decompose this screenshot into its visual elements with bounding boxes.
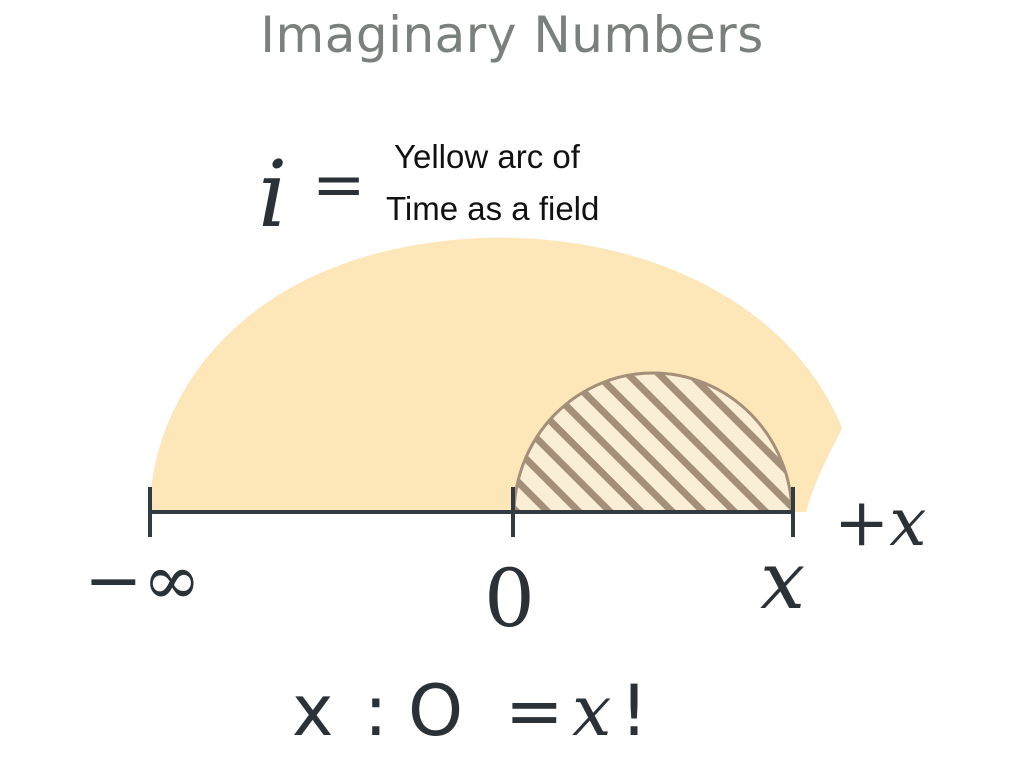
equation-equals: =: [312, 148, 366, 222]
hatched-semicircle: [512, 371, 794, 512]
neg-infinity-label: −∞: [84, 539, 201, 621]
bottom-factorial: !: [620, 670, 648, 752]
bottom-circle: O: [408, 670, 463, 752]
equation-note-line1: Yellow arc of: [394, 138, 581, 175]
bottom-equals: =: [505, 670, 564, 752]
page-title: Imaginary Numbers: [260, 6, 764, 64]
bottom-equation: x : O = x !: [292, 670, 648, 752]
bottom-right-x: x: [572, 670, 611, 752]
bottom-left-x: x: [292, 670, 333, 752]
imaginary-symbol: i: [258, 141, 287, 248]
equation-note-line2: Time as a field: [386, 190, 599, 227]
bottom-ratio: :: [364, 670, 388, 752]
positive-x-label: +x: [834, 484, 927, 561]
zero-label: 0: [484, 552, 535, 645]
x-label: x: [760, 534, 805, 627]
